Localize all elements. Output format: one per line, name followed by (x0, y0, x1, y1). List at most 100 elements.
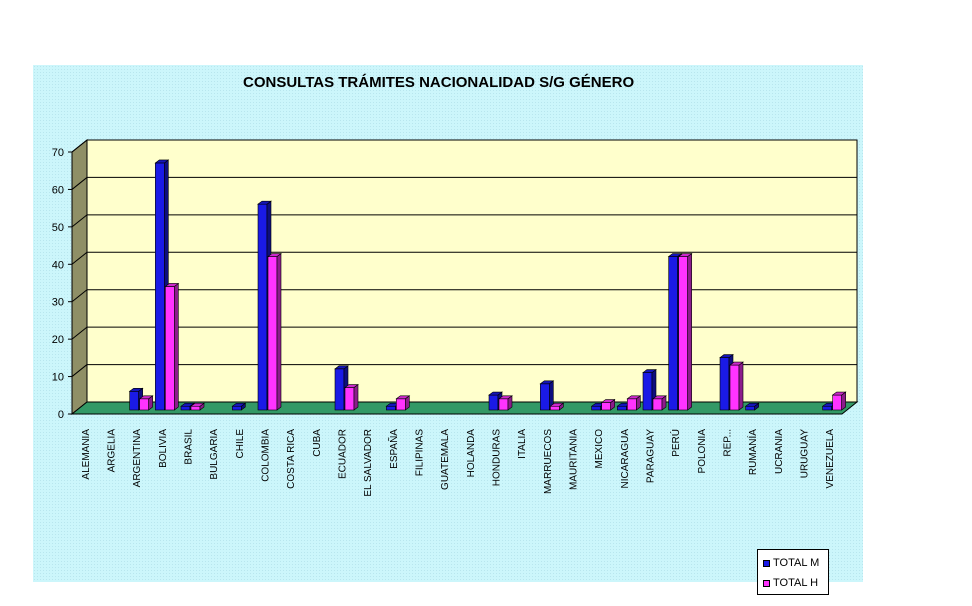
x-tick-label: MAURITANIA (569, 429, 580, 490)
legend-label-total-m: TOTAL M (773, 557, 820, 569)
bar-side (687, 252, 692, 411)
bar-total-m (745, 405, 755, 411)
y-tick-label: 70 (52, 147, 64, 159)
x-tick-label: UCRANIA (774, 429, 785, 474)
bar-total-h (498, 398, 509, 411)
x-tick-label: PARAGUAY (646, 429, 657, 483)
legend-swatch-total-m (763, 559, 770, 567)
x-tick-label: ARGENTINA (132, 429, 143, 488)
bar-top (395, 395, 411, 400)
bar-top (267, 253, 282, 257)
y-tick-label: 10 (52, 372, 64, 384)
x-tick-label: VENEZUELA (825, 429, 836, 489)
bar-total-m (386, 405, 396, 411)
bar-top (154, 159, 170, 164)
gridline-side (71, 139, 88, 153)
legend-swatch-total-h (763, 579, 770, 587)
bar-total-m (617, 405, 627, 411)
bar-top (652, 395, 667, 400)
bar-total-h (729, 364, 740, 411)
x-tick-label: GUATEMALA (440, 429, 451, 490)
x-tick-label: RUMANÍA (746, 429, 759, 475)
bar-total-h (832, 394, 842, 411)
x-tick-label: REP... (723, 429, 734, 457)
x-tick-label: BRASIL (184, 429, 195, 465)
x-tick-label: CUBA (312, 429, 323, 457)
gridline-side (71, 326, 88, 340)
bar-top (257, 200, 272, 205)
gridline-side (71, 364, 88, 377)
bar-total-m (591, 405, 601, 411)
x-tick-label: ITALIA (517, 429, 528, 459)
y-tick-label: 50 (52, 222, 64, 234)
x-tick-label: ESPAÑA (387, 429, 400, 469)
bar-total-h (627, 398, 637, 411)
bar-top (744, 402, 760, 407)
bar-top (729, 361, 744, 366)
x-tick-label: BOLIVIA (158, 429, 169, 468)
bar-total-m (334, 368, 345, 411)
bar-total-m (642, 372, 653, 411)
bar-total-m (257, 203, 268, 411)
bar-total-h (396, 398, 406, 411)
y-tick-label: 0 (58, 409, 64, 421)
x-tick-label: BULGARIA (209, 429, 220, 480)
bar-top (719, 354, 734, 358)
bar-total-m (180, 405, 191, 411)
bar-total-h (550, 405, 560, 411)
y-tick-label: 60 (52, 184, 64, 196)
bar-top (677, 253, 693, 257)
plot-side-wall (71, 138, 88, 416)
bar-top (128, 387, 144, 392)
bar-total-h (267, 256, 278, 411)
bar-top (549, 402, 565, 407)
bar-total-m (155, 162, 165, 411)
bar-top (488, 391, 503, 396)
bar-total-h (139, 398, 149, 411)
bar-total-m (719, 357, 730, 411)
bar-total-m (668, 256, 678, 411)
x-tick-label: URUGUAY (800, 429, 811, 479)
bar-side (738, 361, 744, 411)
x-tick-label: CHILE (235, 429, 246, 459)
x-tick-label: PERÚ (669, 429, 682, 457)
legend: TOTAL M TOTAL H (757, 549, 829, 595)
x-tick-label: COLOMBIA (261, 429, 272, 482)
y-tick-label: 30 (52, 297, 64, 309)
bar-total-h (344, 387, 355, 411)
bar-top (180, 402, 195, 407)
bar-side (353, 383, 359, 411)
x-tick-label: COSTA RICA (286, 429, 297, 489)
bar-total-m (232, 405, 242, 411)
gridline-side (71, 251, 88, 265)
bar-top (344, 384, 359, 388)
bar-top (334, 365, 349, 370)
bar-top (831, 391, 847, 396)
bar-total-m (129, 390, 139, 411)
x-tick-label: HONDURAS (492, 429, 503, 487)
legend-label-total-h: TOTAL H (773, 577, 819, 589)
bar-total-m (488, 394, 499, 411)
bar-total-h (601, 402, 611, 411)
legend-item-total-m: TOTAL M (763, 556, 819, 570)
bar-total-h (652, 398, 663, 411)
bar-total-m (822, 405, 832, 411)
y-tick-label: 40 (52, 259, 64, 271)
bar-top (642, 369, 657, 373)
bar-side (276, 252, 282, 411)
gridline-side (71, 289, 88, 303)
chart-title: CONSULTAS TRÁMITES NACIONALIDAD S/G GÉNE… (243, 74, 635, 91)
y-tick-label: 20 (52, 334, 64, 346)
bar-total-m (540, 383, 550, 411)
legend-item-total-h: TOTAL H (763, 576, 818, 590)
bar-top (539, 380, 555, 385)
bar-top (667, 253, 683, 257)
bar-total-h (678, 256, 688, 411)
x-tick-label: ALEMANIA (81, 429, 92, 480)
x-tick-label: NICARAGUA (620, 429, 631, 489)
bar-total-h (190, 405, 201, 411)
x-tick-label: MEXICO (594, 429, 605, 469)
x-tick-label: HOLANDA (466, 429, 477, 478)
x-tick-label: ARGELIA (107, 429, 118, 473)
